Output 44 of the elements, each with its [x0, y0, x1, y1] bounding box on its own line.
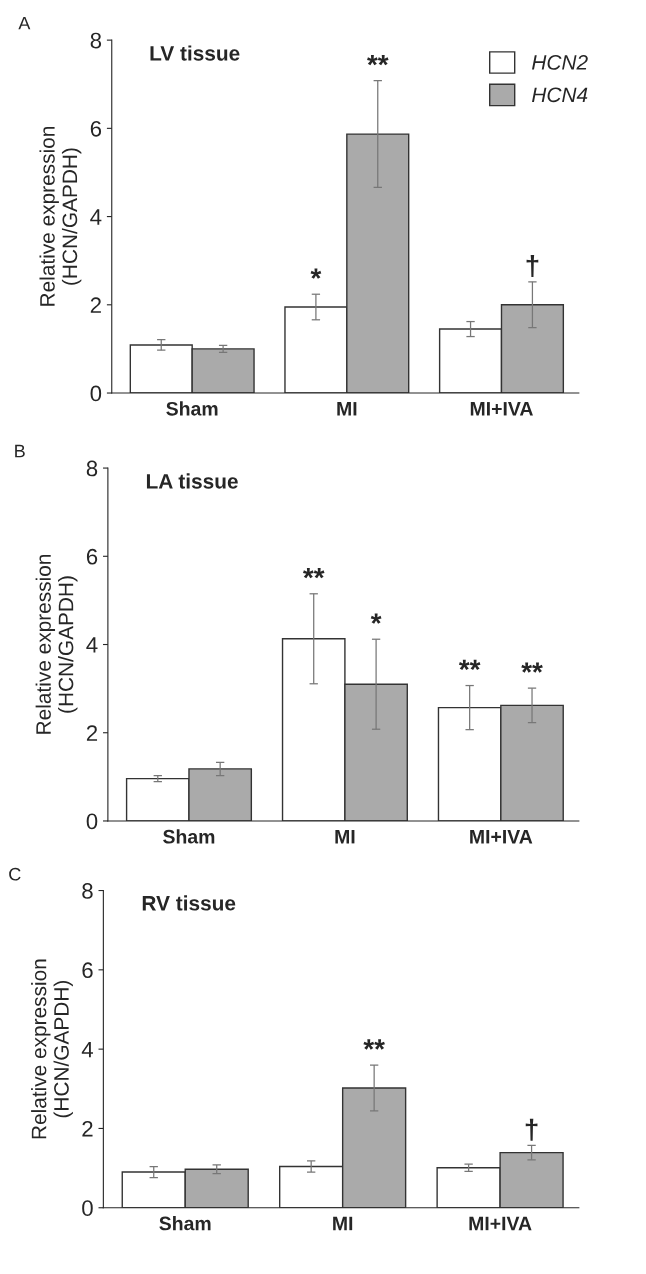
y-tick-label: 4 — [81, 1041, 93, 1058]
annotation: * — [310, 268, 322, 279]
y-axis-title: Relative expression (HCN/GAPDH) — [31, 959, 73, 1139]
y-tick-label: 6 — [90, 120, 102, 137]
y-tick-label: 6 — [82, 962, 93, 979]
y-tick-label: 4 — [86, 637, 98, 653]
x-tick-label: MI+IVA — [470, 402, 533, 416]
x-tick-label: MI — [337, 402, 357, 416]
text: C — [9, 867, 21, 881]
y-tick-label: 0 — [90, 385, 102, 402]
annotation: * — [370, 613, 382, 624]
y-tick-label: 0 — [82, 1200, 93, 1217]
annotation: ** — [363, 1039, 385, 1050]
chart-title: LA tissue — [146, 473, 238, 489]
x-tick-label: Sham — [163, 829, 215, 844]
x-tick-label: MI+IVA — [469, 1216, 532, 1231]
x-tick-label: Sham — [166, 401, 218, 416]
annotation: † — [525, 1118, 538, 1141]
y-axis-title: Relative expression (HCN/GAPDH) — [35, 554, 78, 734]
x-tick-label: Sham — [159, 1216, 211, 1231]
y-axis-title: Relative expression (HCN/GAPDH) — [39, 127, 82, 306]
legend-label: HCN4 — [532, 87, 588, 103]
text: B — [15, 444, 25, 458]
annotation: ** — [521, 662, 543, 673]
x-tick-label: MI — [333, 1216, 353, 1231]
annotation: † — [526, 255, 539, 278]
chart-title: RV tissue — [142, 895, 236, 911]
x-tick-label: MI — [335, 830, 355, 844]
annotation: ** — [458, 659, 481, 671]
y-tick-label: 8 — [90, 32, 102, 49]
annotation: ** — [302, 568, 325, 579]
y-tick-label: 6 — [86, 548, 98, 565]
legend-label: HCN2 — [532, 54, 588, 70]
text: A — [18, 16, 31, 30]
y-tick-label: 8 — [82, 883, 93, 899]
y-tick-label: 2 — [82, 1120, 93, 1137]
y-tick-label: 0 — [86, 813, 98, 830]
x-tick-label: MI+IVA — [470, 830, 533, 844]
y-tick-label: 8 — [86, 460, 98, 477]
y-tick-label: 4 — [90, 209, 102, 225]
y-tick-label: 2 — [90, 297, 101, 313]
y-tick-label: 2 — [86, 725, 98, 741]
annotation: ** — [367, 54, 389, 66]
chart-title: LV tissue — [150, 45, 240, 61]
